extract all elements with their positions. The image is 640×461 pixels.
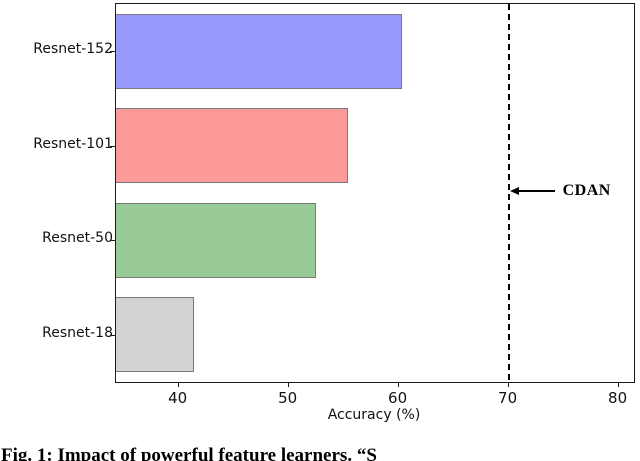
x-tick-label-60: 60	[388, 389, 408, 407]
x-tick-label-70: 70	[498, 389, 518, 407]
y-label-resnet-152: Resnet-152	[33, 41, 113, 58]
annotation-label: CDAN	[562, 182, 611, 199]
x-tick-label-50: 50	[278, 389, 298, 407]
bar-chart-plot-area	[110, 3, 635, 383]
x-tick	[177, 382, 179, 387]
y-tick	[110, 145, 115, 147]
y-tick	[110, 334, 115, 336]
y-label-resnet-50: Resnet-50	[42, 230, 113, 247]
cdan-reference-line	[507, 4, 510, 382]
y-tick	[110, 240, 115, 242]
x-tick	[287, 382, 289, 387]
y-label-resnet-101: Resnet-101	[33, 135, 113, 152]
figure-caption-text: Fig. 1: Impact of powerful feature learn…	[1, 445, 377, 461]
x-tick-label-80: 80	[608, 389, 628, 407]
figure-caption-clipped: Fig. 1: Impact of powerful feature learn…	[0, 445, 640, 461]
y-tick	[110, 51, 115, 53]
bar-resnet-18	[116, 297, 195, 373]
x-tick	[617, 382, 619, 387]
cdan-annotation: CDAN	[509, 182, 611, 199]
arrow-shaft	[518, 190, 555, 192]
x-tick-label-40: 40	[168, 389, 188, 407]
bar-resnet-152	[116, 13, 402, 89]
left-arrow-icon	[509, 187, 519, 195]
bar-resnet-101	[116, 108, 349, 184]
bar-resnet-50	[116, 202, 317, 278]
x-tick	[507, 382, 509, 387]
x-axis-title: Accuracy (%)	[327, 407, 421, 423]
y-label-resnet-18: Resnet-18	[42, 324, 113, 341]
x-tick	[397, 382, 399, 387]
